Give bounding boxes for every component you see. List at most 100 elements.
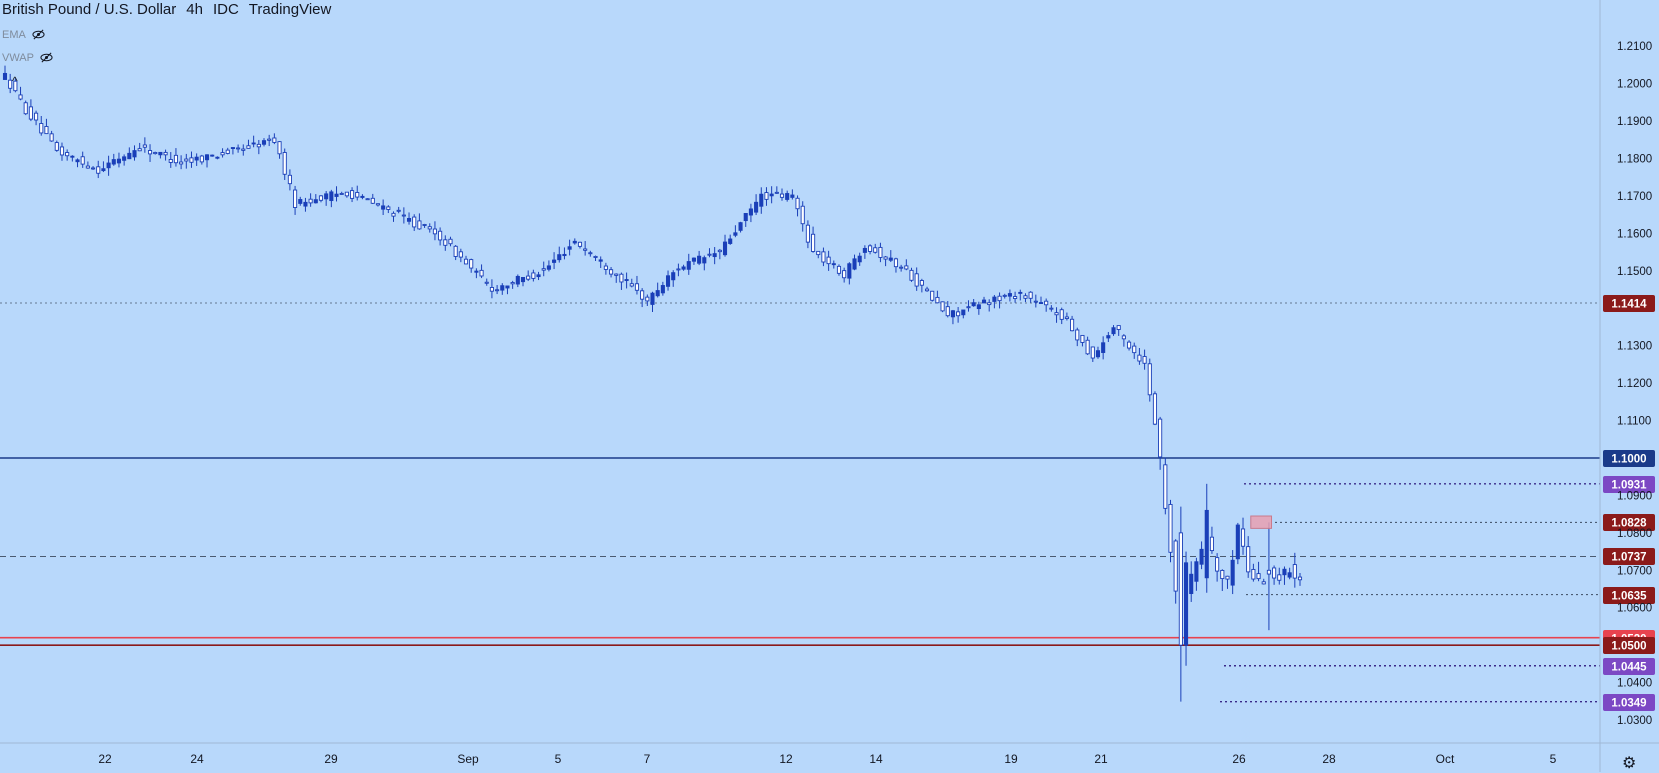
candle-body <box>950 310 955 318</box>
candle-body <box>422 224 427 226</box>
candle-body <box>365 198 370 201</box>
candle-body <box>70 155 75 158</box>
candle-body <box>1080 334 1085 343</box>
time-tick-label: 5 <box>555 752 562 766</box>
indicator-vwap[interactable]: VWAP <box>2 51 53 64</box>
candle-body <box>717 249 722 253</box>
candle-body <box>241 148 246 151</box>
candle-body <box>743 213 748 222</box>
candle-body <box>629 283 634 287</box>
candle-body <box>557 254 562 261</box>
candle-body <box>909 269 914 281</box>
candle-body <box>236 147 241 150</box>
candle-body <box>293 189 298 208</box>
candle-body <box>1168 503 1173 553</box>
candle-body <box>199 155 204 163</box>
candle-body <box>836 265 842 274</box>
candle-body <box>142 144 147 148</box>
level-price-label: 1.0828 <box>1611 518 1647 530</box>
candle-body <box>1251 568 1256 580</box>
level-price-badge <box>1603 295 1655 312</box>
candle-body <box>520 277 526 283</box>
candle-body <box>1018 291 1023 294</box>
candle-body <box>816 250 821 256</box>
symbol-title: British Pound / U.S. Dollar <box>2 1 177 18</box>
candle-body <box>458 251 463 258</box>
candle-body <box>1183 562 1189 646</box>
candle-body <box>147 150 153 155</box>
candle-body <box>868 245 873 252</box>
candle-body <box>132 150 137 158</box>
candle-body <box>179 161 184 165</box>
time-tick-label: 28 <box>1322 752 1336 766</box>
candle-body <box>821 251 826 263</box>
candle-body <box>1292 564 1297 579</box>
price-tick-label: 1.2000 <box>1617 79 1652 91</box>
candle-body <box>75 159 80 163</box>
candle-body <box>1044 300 1049 306</box>
candle-body <box>438 230 443 241</box>
candle-body <box>417 220 422 230</box>
level-price-label: 1.0737 <box>1611 552 1646 564</box>
eye-slash-icon[interactable] <box>32 28 45 41</box>
candle-body <box>640 290 645 300</box>
candle-body <box>826 256 831 265</box>
candle-body <box>1194 561 1199 582</box>
candle-body <box>80 156 85 165</box>
candle-body <box>28 106 33 120</box>
candle-body <box>878 246 883 258</box>
candle-body <box>282 152 287 175</box>
candle-body <box>935 296 940 304</box>
level-price-label: 1.1414 <box>1611 299 1647 311</box>
level-price-label: 1.0445 <box>1611 662 1647 674</box>
candle-body <box>738 222 743 231</box>
candle-body <box>795 197 800 210</box>
candle-body <box>1266 569 1271 575</box>
eye-slash-icon[interactable] <box>40 51 53 64</box>
price-tick-label: 1.1500 <box>1617 266 1652 278</box>
symbol-header[interactable]: British Pound / U.S. Dollar 4h IDC TradingV… <box>2 1 341 18</box>
candle-body <box>940 301 945 312</box>
candle-body <box>168 159 173 163</box>
gear-icon[interactable]: ⚙ <box>1622 755 1637 772</box>
candle-body <box>116 158 122 164</box>
time-tick-label: Sep <box>457 752 479 766</box>
candle-body <box>153 151 158 155</box>
candle-body <box>401 214 406 217</box>
indicator-ema[interactable]: EMA <box>2 28 45 41</box>
chevron-up-icon[interactable]: ^ <box>12 74 18 88</box>
candle-body <box>800 205 805 225</box>
candle-body <box>665 275 671 287</box>
candle-body <box>1049 307 1054 310</box>
candle-body <box>396 209 401 212</box>
candle-body <box>189 157 194 163</box>
platform-label: TradingView <box>248 1 332 18</box>
candle-body <box>106 162 111 169</box>
candle-body <box>54 142 59 151</box>
candle-body <box>355 192 360 198</box>
candle-body <box>448 238 453 245</box>
candle-body <box>1152 393 1158 425</box>
candle-body <box>308 198 313 204</box>
candle-body <box>34 112 39 121</box>
price-tick-label: 1.1800 <box>1617 154 1652 166</box>
candle-body <box>883 256 888 260</box>
candle-body <box>194 156 199 161</box>
candle-body <box>246 145 251 149</box>
level-price-label: 1.0931 <box>1611 480 1647 492</box>
candle-body <box>1142 356 1147 364</box>
candle-body <box>18 94 23 100</box>
level-price-label: 1.0349 <box>1611 698 1646 710</box>
highlight-rectangle <box>1250 515 1273 529</box>
candle-body <box>339 192 344 195</box>
candle-body <box>598 259 603 262</box>
candle-body <box>873 247 878 253</box>
level-price-badge <box>1603 587 1655 604</box>
candle-body <box>655 290 660 297</box>
level-price-label: 1.0500 <box>1611 641 1646 653</box>
candle-body <box>961 309 966 316</box>
candle-body <box>1070 318 1075 332</box>
candle-body <box>779 193 785 198</box>
